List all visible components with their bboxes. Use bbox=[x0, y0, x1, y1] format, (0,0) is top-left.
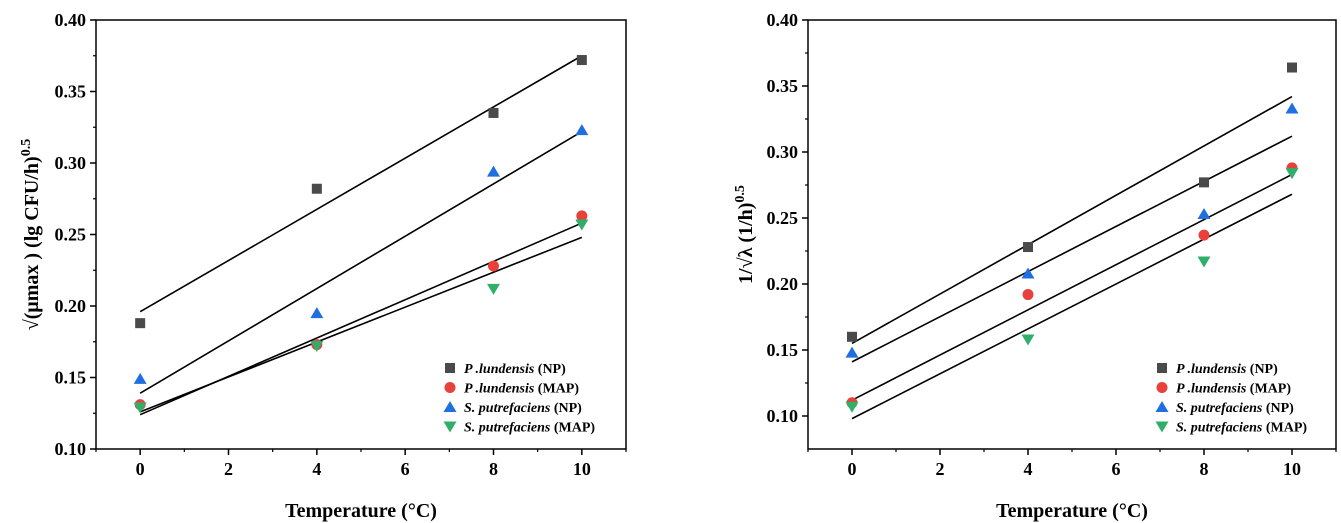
data-point-series-4 bbox=[1285, 168, 1299, 180]
data-point-series-2 bbox=[576, 210, 588, 222]
legend-label: S. putrefaciens (NP) bbox=[464, 401, 582, 416]
chart-panel-2: 0 2 4 6 8 10 0.10 0.15 0.20 0.25 0.30 0.35 0.40 Tempe… bbox=[733, 10, 1337, 522]
y-tick-label: 0.30 bbox=[55, 153, 87, 173]
data-point-series-1 bbox=[135, 318, 146, 329]
legend-marker bbox=[444, 382, 456, 393]
data-point-series-3 bbox=[1021, 267, 1035, 279]
y-tick-label: 0.40 bbox=[767, 10, 799, 30]
legend-marker bbox=[445, 363, 455, 373]
y-tick-label: 0.35 bbox=[767, 76, 799, 96]
y-tick-label: 0.15 bbox=[767, 340, 799, 360]
legend: P .lundensis (NP) P .lundensis (MAP) S. pu… bbox=[1155, 362, 1307, 436]
y-tick-label: 0.35 bbox=[55, 82, 87, 102]
fit-line-series-3 bbox=[851, 135, 1293, 363]
data-point-series-4 bbox=[1021, 334, 1035, 346]
legend-marker bbox=[1156, 382, 1168, 393]
legend-label: S. putrefaciens (MAP) bbox=[464, 421, 595, 436]
data-point-series-3 bbox=[1285, 102, 1299, 114]
fit-line-series-4 bbox=[851, 193, 1293, 420]
y-tick-label: 0.20 bbox=[767, 274, 799, 294]
data-point-series-1 bbox=[311, 183, 322, 194]
x-axis-title: Temperature (°C) bbox=[285, 500, 437, 522]
data-point-series-1 bbox=[488, 107, 499, 118]
data-point-series-4 bbox=[133, 402, 147, 414]
y-axis-title: 1/√λ (1/h)0.5 bbox=[733, 185, 757, 284]
data-point-series-1 bbox=[847, 331, 857, 342]
legend-marker bbox=[1155, 401, 1169, 412]
data-point-series-4 bbox=[310, 341, 324, 353]
x-tick-label: 4 bbox=[1024, 459, 1033, 479]
y-axis-title: √(μmax ) (lg CFU/h)0.5 bbox=[19, 139, 43, 330]
legend-marker bbox=[443, 421, 457, 433]
x-tick-label: 0 bbox=[848, 459, 857, 479]
legend-label: S. putrefaciens (MAP) bbox=[1176, 421, 1307, 436]
y-tick-label: 0.25 bbox=[767, 208, 799, 228]
y-tick-label: 0.10 bbox=[767, 406, 799, 426]
data-point-series-1 bbox=[576, 55, 587, 66]
data-point-series-3 bbox=[575, 124, 589, 136]
legend-label: P .lundensis (NP) bbox=[1176, 362, 1278, 377]
x-tick-label: 8 bbox=[489, 459, 498, 479]
legend-marker bbox=[1155, 421, 1169, 433]
chart-panel-1: 0 2 4 6 8 10 0.10 0.15 0.20 0.25 0.30 0.35 0.40 Tempe… bbox=[19, 10, 627, 522]
data-point-series-3 bbox=[845, 346, 859, 358]
x-axis-title: Temperature (°C) bbox=[996, 500, 1148, 522]
x-tick-label: 2 bbox=[224, 459, 233, 479]
data-point-series-1 bbox=[1023, 242, 1033, 253]
x-tick-label: 4 bbox=[312, 459, 321, 479]
data-point-series-4 bbox=[1197, 256, 1211, 268]
fit-line-series-3 bbox=[139, 130, 583, 394]
y-tick-label: 0.15 bbox=[55, 368, 87, 388]
y-tick-label: 0.20 bbox=[55, 296, 87, 316]
x-tick-label: 2 bbox=[936, 459, 945, 479]
fit-line-series-2 bbox=[851, 173, 1293, 401]
data-point-series-3 bbox=[1197, 208, 1211, 220]
data-point-series-2 bbox=[1198, 229, 1210, 241]
legend-label: S. putrefaciens (NP) bbox=[1176, 401, 1294, 416]
fit-line-series-1 bbox=[851, 95, 1293, 345]
x-tick-label: 8 bbox=[1200, 459, 1209, 479]
legend: P .lundensis (NP) P .lundensis (MAP) S. pu… bbox=[443, 362, 595, 436]
x-tick-label: 6 bbox=[1112, 459, 1121, 479]
x-tick-label: 10 bbox=[573, 459, 591, 479]
legend-label: P .lundensis (MAP) bbox=[1176, 382, 1291, 397]
data-point-series-3 bbox=[133, 372, 147, 384]
data-point-series-3 bbox=[487, 165, 500, 177]
y-tick-label: 0.10 bbox=[55, 439, 87, 459]
x-tick-label: 0 bbox=[136, 459, 145, 479]
y-tick-label: 0.30 bbox=[767, 142, 799, 162]
y-tick-label: 0.40 bbox=[55, 10, 87, 30]
legend-label: P .lundensis (NP) bbox=[464, 362, 566, 377]
legend-label: P .lundensis (MAP) bbox=[464, 382, 579, 397]
data-point-series-4 bbox=[845, 401, 859, 413]
y-tick-label: 0.25 bbox=[55, 225, 87, 245]
data-point-series-4 bbox=[575, 219, 589, 231]
fit-line-series-1 bbox=[139, 55, 583, 313]
data-point-series-4 bbox=[487, 283, 500, 295]
legend-marker bbox=[443, 401, 457, 412]
data-point-series-1 bbox=[1287, 62, 1297, 73]
data-point-series-1 bbox=[1199, 177, 1209, 188]
x-tick-label: 10 bbox=[1283, 459, 1301, 479]
x-tick-label: 6 bbox=[401, 459, 410, 479]
fit-line-series-4 bbox=[139, 236, 583, 413]
data-point-series-3 bbox=[310, 307, 324, 319]
data-point-series-2 bbox=[488, 260, 499, 272]
data-point-series-2 bbox=[1022, 289, 1034, 301]
legend-marker bbox=[1157, 363, 1167, 373]
